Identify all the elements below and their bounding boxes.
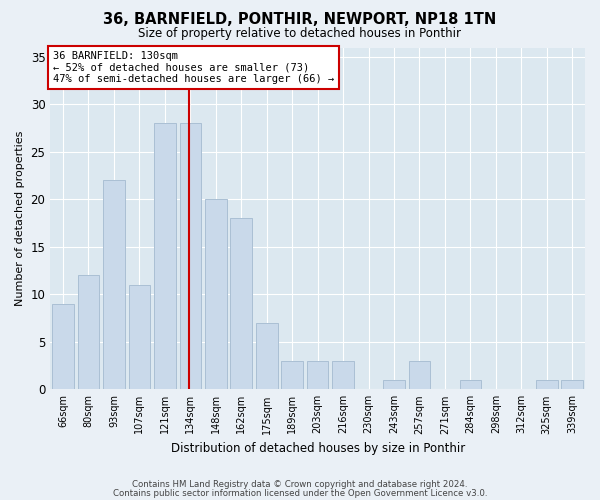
Bar: [383, 380, 405, 390]
Bar: [52, 304, 74, 390]
Text: Size of property relative to detached houses in Ponthir: Size of property relative to detached ho…: [139, 28, 461, 40]
Bar: [77, 276, 100, 390]
Bar: [103, 180, 125, 390]
Bar: [179, 124, 201, 390]
Bar: [256, 323, 278, 390]
Text: Contains public sector information licensed under the Open Government Licence v3: Contains public sector information licen…: [113, 488, 487, 498]
Bar: [460, 380, 481, 390]
X-axis label: Distribution of detached houses by size in Ponthir: Distribution of detached houses by size …: [170, 442, 465, 455]
Bar: [230, 218, 252, 390]
Bar: [281, 361, 303, 390]
Bar: [128, 285, 150, 390]
Bar: [154, 124, 176, 390]
Bar: [307, 361, 328, 390]
Bar: [409, 361, 430, 390]
Bar: [205, 200, 227, 390]
Bar: [562, 380, 583, 390]
Text: 36, BARNFIELD, PONTHIR, NEWPORT, NP18 1TN: 36, BARNFIELD, PONTHIR, NEWPORT, NP18 1T…: [103, 12, 497, 28]
Text: Contains HM Land Registry data © Crown copyright and database right 2024.: Contains HM Land Registry data © Crown c…: [132, 480, 468, 489]
Text: 36 BARNFIELD: 130sqm
← 52% of detached houses are smaller (73)
47% of semi-detac: 36 BARNFIELD: 130sqm ← 52% of detached h…: [53, 51, 334, 84]
Bar: [536, 380, 557, 390]
Y-axis label: Number of detached properties: Number of detached properties: [15, 130, 25, 306]
Bar: [332, 361, 354, 390]
